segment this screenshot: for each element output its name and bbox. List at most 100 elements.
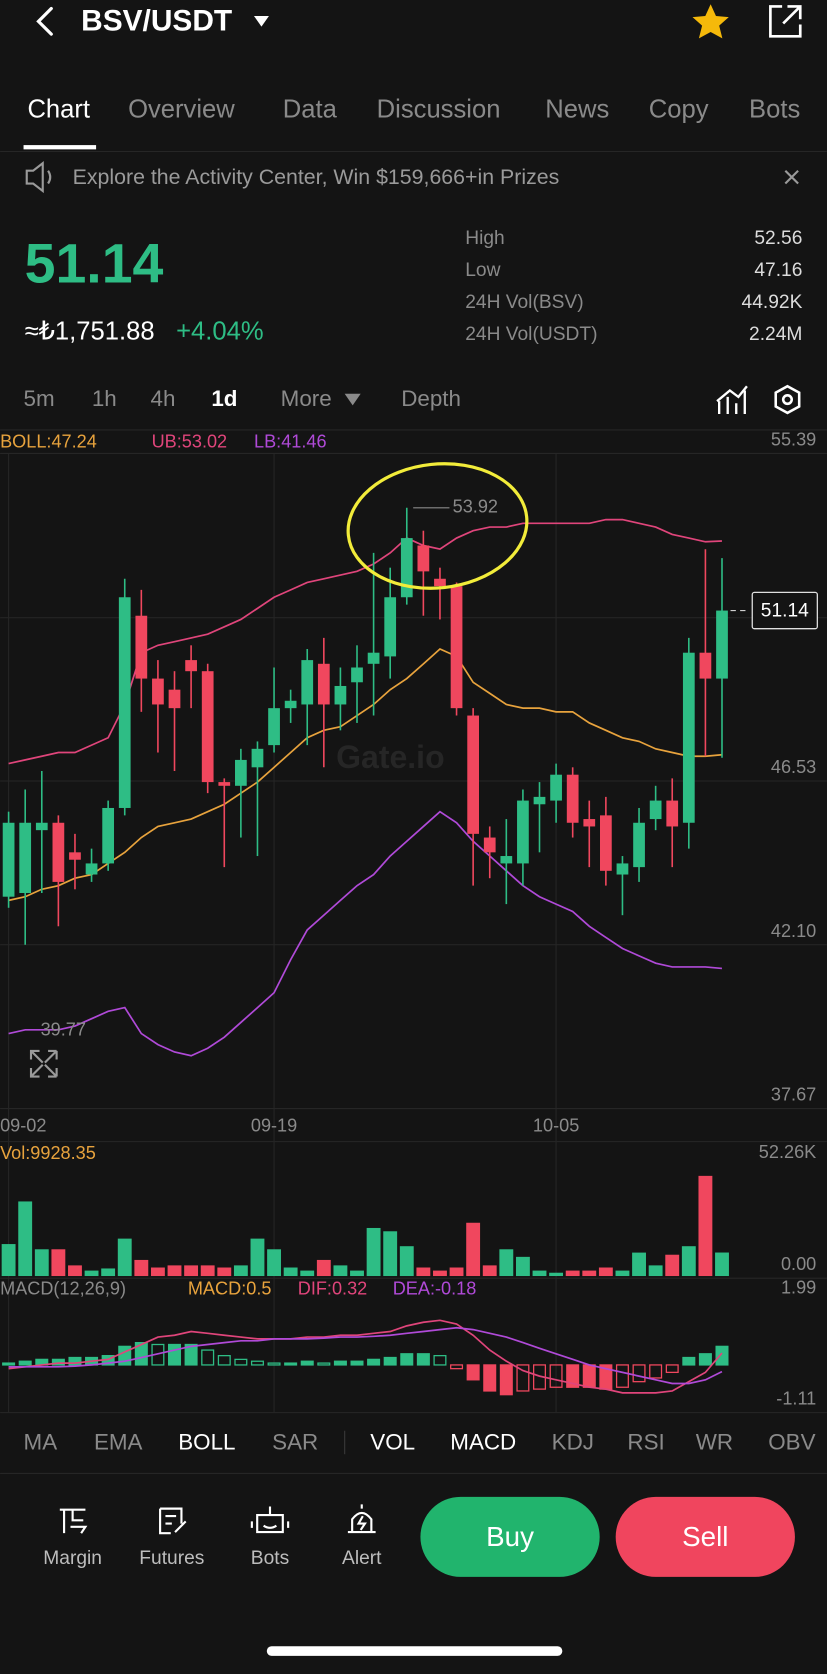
action-label[interactable]: Futures [139, 1548, 204, 1569]
candle-body [517, 800, 529, 864]
legend-label: DIF:0.32 [298, 1279, 368, 1299]
action-label[interactable]: Bots [251, 1548, 289, 1569]
volume-bar [1, 1244, 16, 1277]
buy-label[interactable]: Buy [486, 1521, 534, 1552]
interval-tab[interactable]: 1d [211, 386, 237, 411]
candle-body [201, 671, 214, 783]
indicator-tab[interactable]: MACD [450, 1429, 516, 1454]
indicator-tab[interactable]: OBV [768, 1429, 815, 1454]
action-icons [59, 1504, 376, 1535]
volume-bar [84, 1270, 99, 1277]
action-label[interactable]: Alert [342, 1548, 382, 1569]
volume-bar [18, 1201, 33, 1277]
macd-bar [698, 1353, 712, 1366]
candle-body [500, 856, 513, 864]
macd-bar [499, 1364, 513, 1396]
indicator-tab[interactable]: MA [24, 1429, 58, 1454]
low-marker-label: 39.77 [41, 1020, 86, 1040]
pair-title[interactable]: BSV/USDT [81, 4, 232, 37]
candle-body [583, 819, 596, 827]
volume-bar [316, 1259, 331, 1277]
sell-label[interactable]: Sell [682, 1521, 728, 1552]
candle-body [135, 615, 148, 679]
macd-bar [300, 1360, 314, 1366]
interval-tab[interactable]: More [281, 386, 332, 411]
sell-button[interactable] [615, 1496, 795, 1577]
volume-bar [715, 1252, 729, 1277]
indicator-tab[interactable]: KDJ [552, 1429, 594, 1454]
boll-line [8, 810, 723, 1057]
more-dropdown[interactable] [344, 393, 361, 406]
volume-bar [482, 1265, 497, 1277]
macd-bar [250, 1360, 264, 1366]
x-tick-label: 09-19 [251, 1115, 297, 1135]
interval-tab[interactable]: Depth [401, 386, 461, 411]
macd-bar [134, 1342, 148, 1366]
indicator-tab[interactable]: RSI [627, 1429, 664, 1454]
candle-body [550, 774, 562, 801]
close-banner[interactable] [784, 169, 799, 185]
interval-tab[interactable]: 4h [151, 386, 176, 411]
last-price-tag: 51.14 [761, 601, 809, 622]
tab[interactable]: Data [283, 96, 338, 124]
stat-value: 47.16 [754, 260, 802, 281]
candle-body [152, 678, 164, 705]
macd-bar [350, 1360, 364, 1366]
candle-body [251, 748, 264, 768]
indicator-tab[interactable]: WR [696, 1429, 733, 1454]
back-button[interactable] [36, 6, 53, 36]
macd-bar [649, 1364, 663, 1379]
candle-body [682, 652, 695, 823]
legend-label: MACD:0.5 [188, 1279, 272, 1299]
tab[interactable]: Chart [27, 96, 90, 124]
indicator-tab[interactable]: VOL [370, 1429, 415, 1454]
volume-bar [150, 1267, 165, 1277]
banner-text[interactable]: Explore the Activity Center, Win $159,66… [73, 165, 560, 189]
volume-bar [51, 1249, 66, 1277]
tab[interactable]: Discussion [377, 96, 501, 124]
indicator-tab[interactable]: SAR [272, 1429, 318, 1454]
candle-body [268, 708, 280, 746]
buy-button[interactable] [420, 1496, 600, 1577]
macd-bar [234, 1358, 248, 1366]
candle-body [450, 586, 463, 709]
volume-bar [383, 1231, 398, 1277]
macd-line [8, 1326, 723, 1385]
candle-body [367, 652, 380, 664]
macd-bar [18, 1360, 32, 1366]
interval-tab[interactable]: 1h [92, 386, 117, 411]
share-button[interactable] [769, 5, 802, 38]
last-price: 51.14 [25, 232, 164, 294]
stat-value: 52.56 [754, 228, 802, 249]
macd-bar [416, 1353, 430, 1366]
macd-bar [217, 1355, 231, 1366]
tab[interactable]: Copy [649, 96, 709, 124]
stat-label: 24H Vol(USDT) [465, 324, 597, 345]
favorite-star[interactable] [692, 4, 729, 39]
boll-line [8, 648, 723, 902]
tab[interactable]: News [545, 96, 609, 124]
indicator-icon[interactable] [716, 385, 748, 414]
indicator-tab[interactable]: BOLL [178, 1429, 235, 1454]
volume-bar [565, 1270, 580, 1277]
pair-dropdown[interactable] [253, 16, 269, 27]
volume-bar [134, 1259, 149, 1277]
volume-bar [515, 1256, 530, 1277]
volume-bar [632, 1252, 646, 1277]
y-tick-label: 1.99 [781, 1278, 816, 1298]
settings-icon[interactable] [774, 384, 801, 415]
volume-bar [598, 1267, 613, 1277]
macd-bar [51, 1358, 65, 1366]
volume-bar [350, 1270, 364, 1277]
indicator-tab[interactable]: EMA [94, 1429, 143, 1454]
interval-tab[interactable]: 5m [24, 386, 55, 411]
volume-bar [233, 1265, 248, 1277]
candle-body [102, 807, 115, 864]
y-tick-label: 37.67 [771, 1085, 816, 1105]
fullscreen-icon[interactable] [29, 1049, 58, 1078]
action-label[interactable]: Margin [43, 1548, 102, 1569]
macd-bar [383, 1356, 397, 1366]
tab[interactable]: Bots [749, 96, 800, 124]
macd-bar [632, 1364, 646, 1383]
tab[interactable]: Overview [128, 96, 235, 124]
